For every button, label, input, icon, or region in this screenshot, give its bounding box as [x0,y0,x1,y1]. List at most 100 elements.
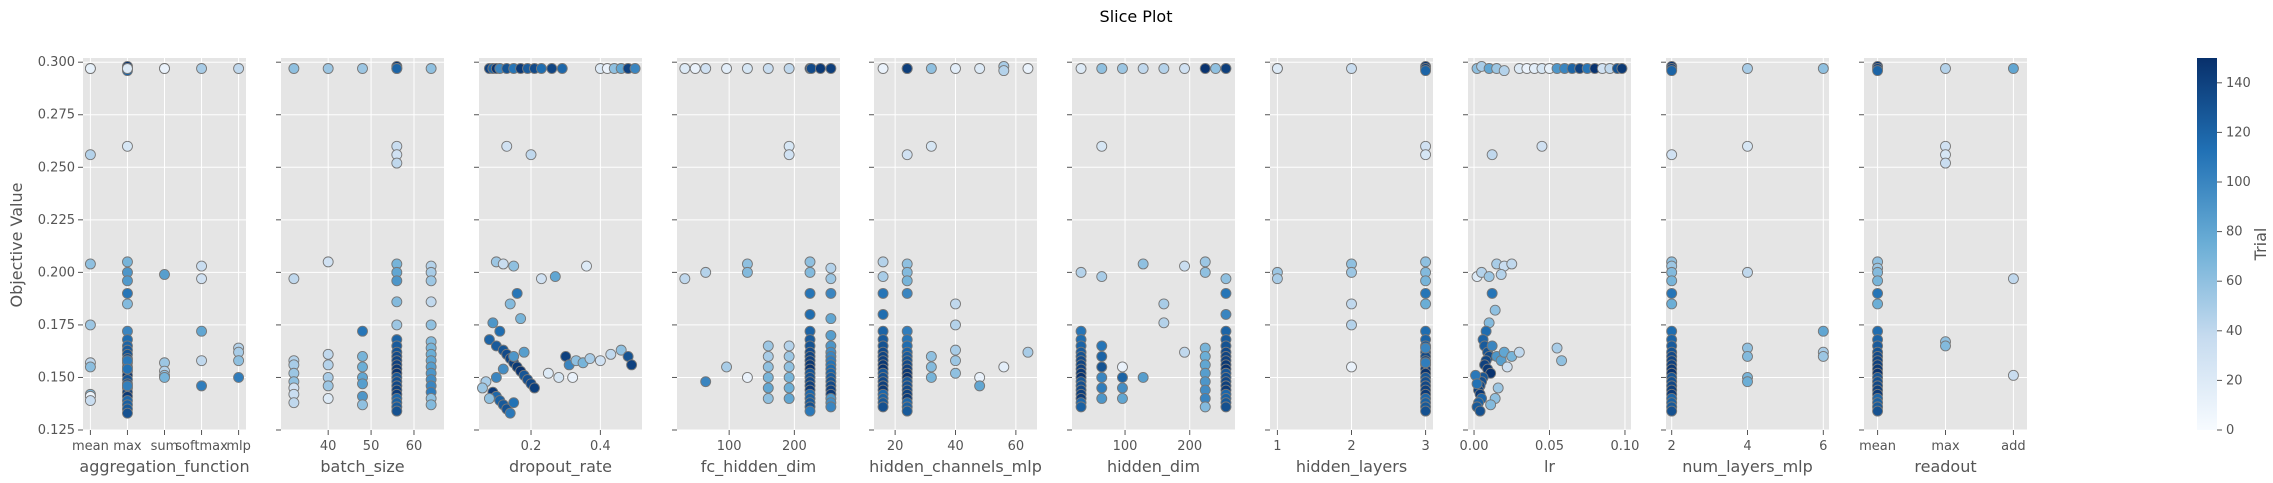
x-tick-label: 200 [782,439,807,454]
data-point [1666,149,1678,161]
x-tick-label: 0.4 [590,439,611,454]
colorbar-tick-label: 80 [2226,225,2243,240]
data-point [1506,258,1518,270]
y-tick-label: 0.300 [38,55,75,70]
x-axis-label: aggregation_function [79,457,249,477]
data-point [159,372,170,383]
data-point [511,287,523,299]
data-point [950,355,961,367]
x-axis-label: hidden_dim [1107,457,1200,477]
y-axis-label: Objective Value [7,183,26,308]
x-tick-label: 50 [363,439,380,454]
y-tick-label: 0.175 [38,318,75,333]
panel-num_layers_mlp: 2 4 6 num_layers_mlp [1661,58,1829,477]
data-point [1022,346,1034,358]
data-point [288,273,300,285]
data-point [741,63,753,74]
data-point [825,329,837,341]
data-point [762,361,774,373]
data-point [483,393,495,404]
y-tick-label: 0.225 [38,213,75,228]
x-tick-label: 200 [1177,439,1202,454]
data-point [122,256,133,268]
data-point [1940,340,1951,352]
data-point [1556,355,1568,367]
data-point [122,363,133,375]
data-point [783,149,795,161]
y-tick-label: 0.275 [38,108,75,123]
x-tick-label: 20 [887,439,904,454]
data-point [84,63,96,74]
data-point [1220,287,1232,299]
data-point [1179,63,1190,74]
data-point [1220,63,1232,74]
data-point [1346,298,1357,310]
data-point [1420,149,1432,161]
data-point [1742,376,1753,388]
data-point [233,63,245,74]
data-point [901,275,913,287]
data-point [925,63,937,74]
data-point [974,380,986,392]
chart-title: Slice Plot [1100,7,1173,26]
data-point [1220,401,1232,413]
data-point [84,361,96,373]
data-point [950,319,961,331]
x-tick-label: 40 [947,439,964,454]
data-point [425,296,437,308]
colorbar-gradient [2197,58,2217,430]
data-point [877,63,889,74]
x-axis-label: hidden_channels_mlp [869,457,1042,477]
data-point [2007,63,2019,74]
data-point [814,63,826,74]
x-tick-label: mean [72,439,109,454]
data-point [1489,304,1501,316]
data-point [877,256,889,268]
data-point [196,260,207,272]
panel-hidden_layers: 1 2 3 hidden_layers [1265,58,1433,477]
x-tick-label: 3 [1421,439,1429,454]
data-point [1495,269,1507,280]
data-point [1096,361,1108,373]
data-point [925,350,937,362]
data-point [2007,369,2019,381]
data-point [322,63,334,74]
data-point [783,63,795,74]
x-tick-label: mlp [226,439,251,454]
data-point [196,380,207,392]
x-tick-label: softmax [175,439,228,454]
data-point [357,361,368,373]
colorbar-tick-label: 40 [2226,324,2243,339]
data-point [762,350,774,362]
y-tick-label: 0.250 [38,160,75,175]
data-point [357,378,368,390]
data-point [783,340,795,352]
data-point [721,361,733,373]
data-point [1096,350,1108,362]
x-tick-label: 2 [1347,439,1355,454]
panel-readout: mean max add readout [1859,58,2027,476]
data-point [783,361,795,373]
data-point [1158,63,1170,74]
data-point [804,287,816,299]
x-axis-label: batch_size [320,457,404,477]
colorbar-tick-label: 140 [2226,76,2251,91]
data-point [1486,340,1498,352]
data-point [877,401,889,413]
data-point [322,256,334,268]
data-point [122,287,133,299]
data-point [1872,287,1884,299]
data-point [567,372,579,383]
data-point [501,140,513,152]
data-point [494,325,506,337]
data-point [1485,399,1497,411]
x-tick-label: 60 [406,439,423,454]
data-point [1210,63,1222,74]
data-point [581,260,592,272]
data-point [1179,260,1190,272]
data-point [762,340,774,352]
data-point [700,376,712,388]
x-tick-label: 0.05 [1535,439,1564,454]
data-point [196,273,207,285]
